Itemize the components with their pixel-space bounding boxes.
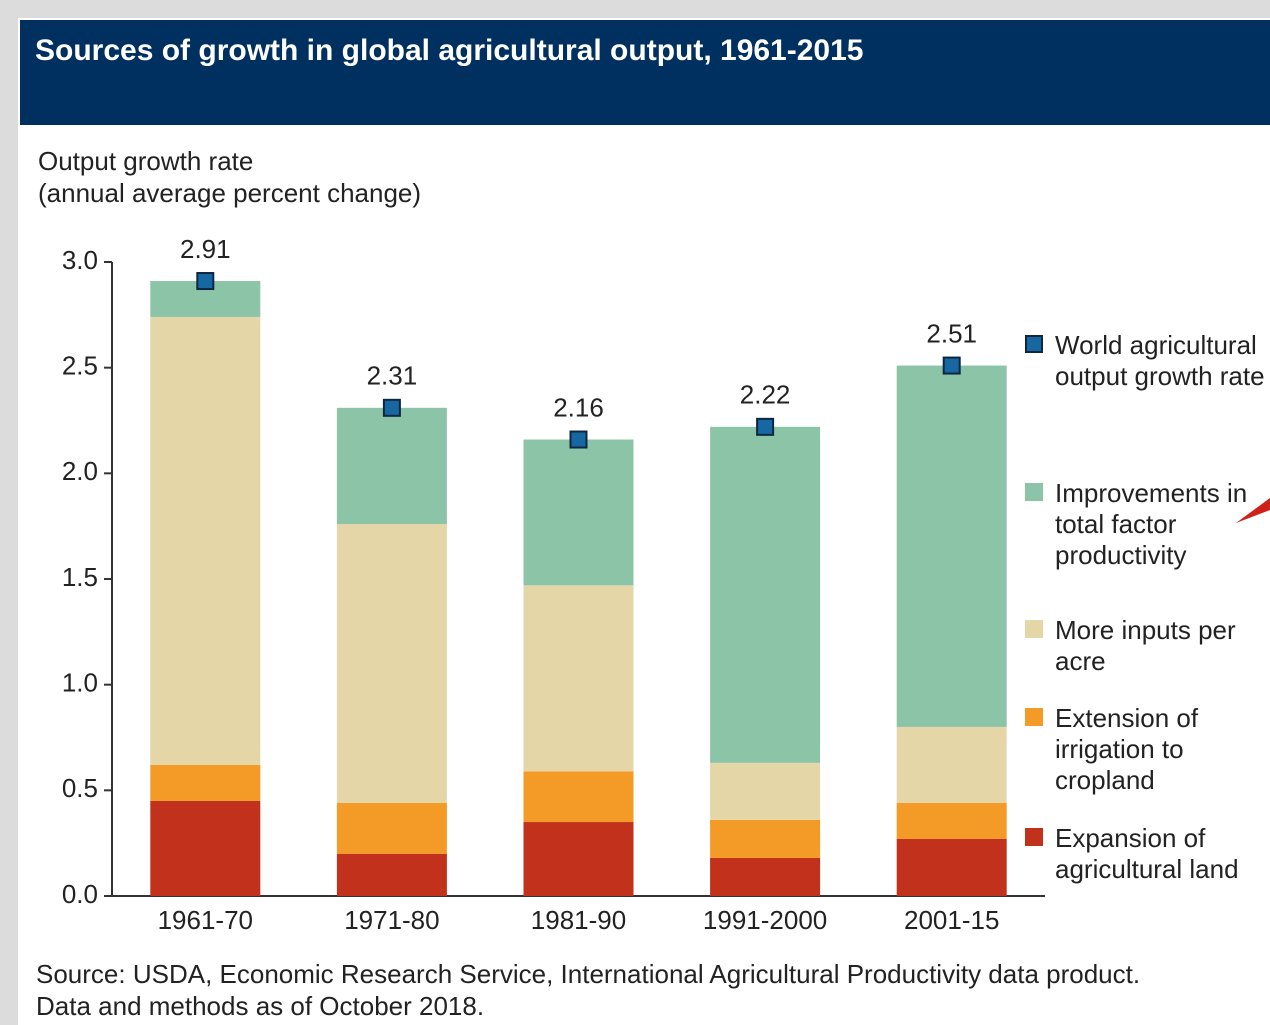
bar-segment (710, 819, 821, 858)
bar-segment (896, 838, 1007, 896)
y-tick-label: 2.5 (62, 351, 98, 381)
bar-segment (710, 857, 821, 896)
value-label: 2.51 (926, 318, 977, 348)
legend-swatch (1025, 620, 1043, 638)
bar-segment (523, 439, 634, 586)
bar-segment (523, 585, 634, 772)
y-axis-label: Output growth rate (38, 146, 254, 176)
y-axis-label: (annual average percent change) (38, 178, 422, 208)
bar-segment (150, 800, 261, 896)
bar-segment (896, 726, 1007, 804)
bar-segment (336, 803, 447, 854)
value-label: 2.91 (180, 234, 231, 264)
source-note: Source: USDA, Economic Research Service,… (36, 959, 1141, 1021)
x-tick-label: 1991-2000 (703, 905, 827, 935)
value-label: 2.16 (553, 392, 604, 422)
bar-segment (150, 764, 261, 801)
legend-swatch (1025, 828, 1043, 846)
legend-label: More inputs per acre (1055, 615, 1236, 676)
legend-swatch (1025, 708, 1043, 726)
chart: 0.0 0.5 1.0 1.5 2.0 2.5 3.0 1961-70 2.91 1971-80 2… (62, 234, 1270, 935)
x-tick-label: 1981-90 (531, 905, 626, 935)
y-tick-label: 0.5 (62, 773, 98, 803)
y-tick-label: 2.0 (62, 456, 98, 486)
marker (196, 272, 215, 291)
bar-segment (896, 803, 1007, 839)
legend-label: Improvements in total factor productivit… (1055, 478, 1248, 570)
bar-segment (710, 426, 821, 763)
y-tick-label: 3.0 (62, 245, 98, 275)
arrow-decoration (1236, 498, 1270, 523)
bar-segment (150, 316, 261, 765)
legend-label: Expansion of agricultural land (1055, 823, 1239, 884)
legend-swatch (1025, 483, 1043, 501)
marker (942, 356, 961, 375)
legend-label: Extension of irrigation to cropland (1055, 703, 1199, 795)
marker (569, 430, 588, 449)
x-tick-label: 1971-80 (344, 905, 439, 935)
y-tick-label: 1.0 (62, 668, 98, 698)
bar-segment (523, 822, 634, 896)
bar-segment (710, 762, 821, 820)
y-tick-label: 0.0 (62, 879, 98, 909)
bar-segment (336, 407, 447, 525)
bar-segment (896, 365, 1007, 727)
marker (382, 398, 401, 417)
bar-segment (523, 771, 634, 823)
marker (756, 417, 775, 436)
value-label: 2.22 (740, 380, 791, 410)
header-band: Sources of growth in global agricultural… (20, 20, 1270, 125)
legend-swatch (1025, 335, 1043, 353)
x-tick-label: 2001-15 (904, 905, 999, 935)
x-tick-label: 1961-70 (158, 905, 253, 935)
bar-segment (336, 853, 447, 896)
chart-title: Sources of growth in global agricultural… (35, 34, 864, 67)
value-label: 2.31 (367, 361, 418, 391)
y-tick-label: 1.5 (62, 562, 98, 592)
legend-label: World agricultural output growth rate (1055, 330, 1265, 391)
panel: Sources of growth in global agricultural… (18, 18, 1270, 1025)
bar-segment (336, 524, 447, 804)
